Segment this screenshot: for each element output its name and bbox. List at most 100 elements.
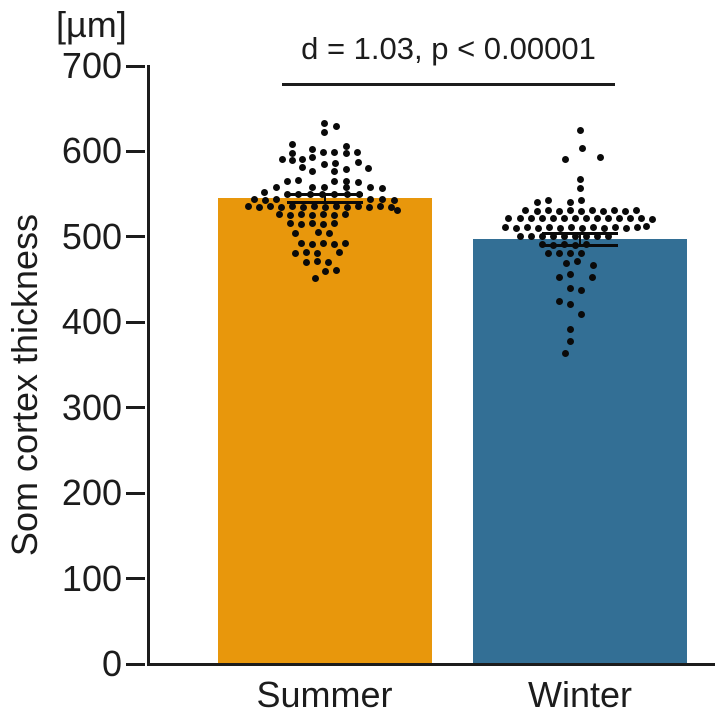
y-tick-label: 500 — [61, 215, 122, 257]
scatter-point — [295, 176, 302, 184]
y-tick-label: 400 — [61, 301, 122, 343]
scatter-point — [287, 212, 294, 219]
scatter-point — [561, 155, 569, 163]
scatter-point — [588, 273, 596, 281]
y-tick-mark — [126, 235, 145, 239]
scatter-point — [289, 150, 296, 158]
scatter-point — [555, 207, 563, 215]
y-tick-mark — [126, 662, 145, 666]
scatter-point — [573, 258, 581, 266]
scatter-point — [298, 211, 305, 219]
error-bar-cap-top — [542, 231, 618, 235]
y-tick-mark — [126, 149, 145, 153]
scatter-point — [527, 215, 535, 223]
scatter-point — [521, 206, 529, 214]
scatter-point — [354, 148, 361, 156]
scatter-point — [555, 273, 563, 281]
scatter-point — [534, 224, 542, 232]
scatter-point — [577, 207, 585, 215]
scatter-point — [332, 159, 339, 167]
scatter-point — [256, 204, 263, 212]
scatter-point — [604, 232, 612, 240]
scatter-point — [533, 207, 541, 215]
scatter-point — [566, 270, 574, 278]
scatter-point — [273, 195, 280, 203]
scatter-point — [343, 142, 350, 150]
error-bar-cap-bottom — [286, 201, 363, 205]
scatter-point — [298, 220, 305, 228]
scatter-point — [582, 232, 590, 240]
x-axis-line — [147, 663, 715, 666]
scatter-point — [322, 268, 329, 276]
scatter-point — [566, 300, 574, 308]
scatter-point — [292, 229, 299, 237]
scatter-point — [312, 275, 319, 283]
scatter-point — [331, 148, 338, 156]
scatter-point — [344, 204, 351, 212]
scatter-point — [577, 311, 585, 319]
scatter-point — [342, 240, 349, 248]
scatter-point — [621, 207, 629, 215]
scatter-point — [610, 206, 618, 214]
scatter-point — [394, 206, 401, 214]
scatter-point — [309, 241, 316, 249]
scatter-point — [578, 224, 586, 232]
scatter-point — [615, 215, 623, 223]
scatter-point — [611, 223, 619, 231]
scatter-point — [311, 202, 318, 210]
scatter-point — [261, 188, 268, 196]
scatter-point — [549, 215, 557, 223]
bar-summer — [217, 198, 432, 664]
scatter-point — [355, 159, 362, 167]
scatter-point — [309, 219, 316, 227]
scatter-point — [593, 233, 601, 241]
scatter-point — [549, 233, 557, 241]
scatter-point — [527, 233, 535, 241]
scatter-point — [320, 211, 327, 219]
y-tick-mark — [126, 406, 145, 410]
scatter-point — [571, 233, 579, 241]
scatter-point — [300, 204, 307, 212]
scatter-point — [267, 202, 274, 210]
scatter-point — [596, 153, 604, 161]
scatter-point — [561, 350, 569, 358]
scatter-point — [648, 216, 656, 224]
y-tick-label: 100 — [61, 557, 122, 599]
error-bar-cap-top — [286, 192, 363, 196]
scatter-point — [331, 212, 338, 219]
scatter-point — [367, 195, 374, 203]
scatter-point — [320, 220, 327, 228]
scatter-point — [320, 148, 327, 156]
scatter-point — [567, 223, 575, 231]
scatter-point — [299, 155, 306, 163]
scatter-point — [309, 212, 316, 219]
scatter-point — [309, 183, 316, 191]
scatter-point — [342, 211, 349, 219]
scatter-point — [566, 325, 574, 333]
scatter-point — [626, 214, 634, 222]
scatter-point — [333, 123, 340, 131]
scatter-point — [314, 249, 321, 257]
scatter-point — [355, 178, 362, 186]
scatter-point — [566, 250, 574, 258]
scatter-point — [326, 229, 333, 237]
scatter-point — [315, 229, 322, 237]
scatter-point — [566, 206, 574, 214]
scatter-point — [576, 176, 584, 184]
scatter-point — [336, 248, 343, 256]
scatter-point — [355, 202, 362, 210]
scatter-point — [545, 223, 553, 231]
scatter-point — [556, 224, 564, 232]
scatter-point — [633, 223, 641, 231]
scatter-point — [577, 287, 585, 295]
scatter-point — [504, 215, 512, 223]
scatter-point — [604, 214, 612, 222]
scatter-point — [544, 197, 552, 205]
scatter-point — [577, 249, 585, 257]
scatter-point — [391, 197, 398, 205]
scatter-point — [278, 204, 285, 212]
bar-winter — [473, 239, 687, 664]
x-category-label-winter: Winter — [527, 674, 632, 715]
significance-annotation: d = 1.03, p < 0.00001 — [301, 31, 596, 66]
